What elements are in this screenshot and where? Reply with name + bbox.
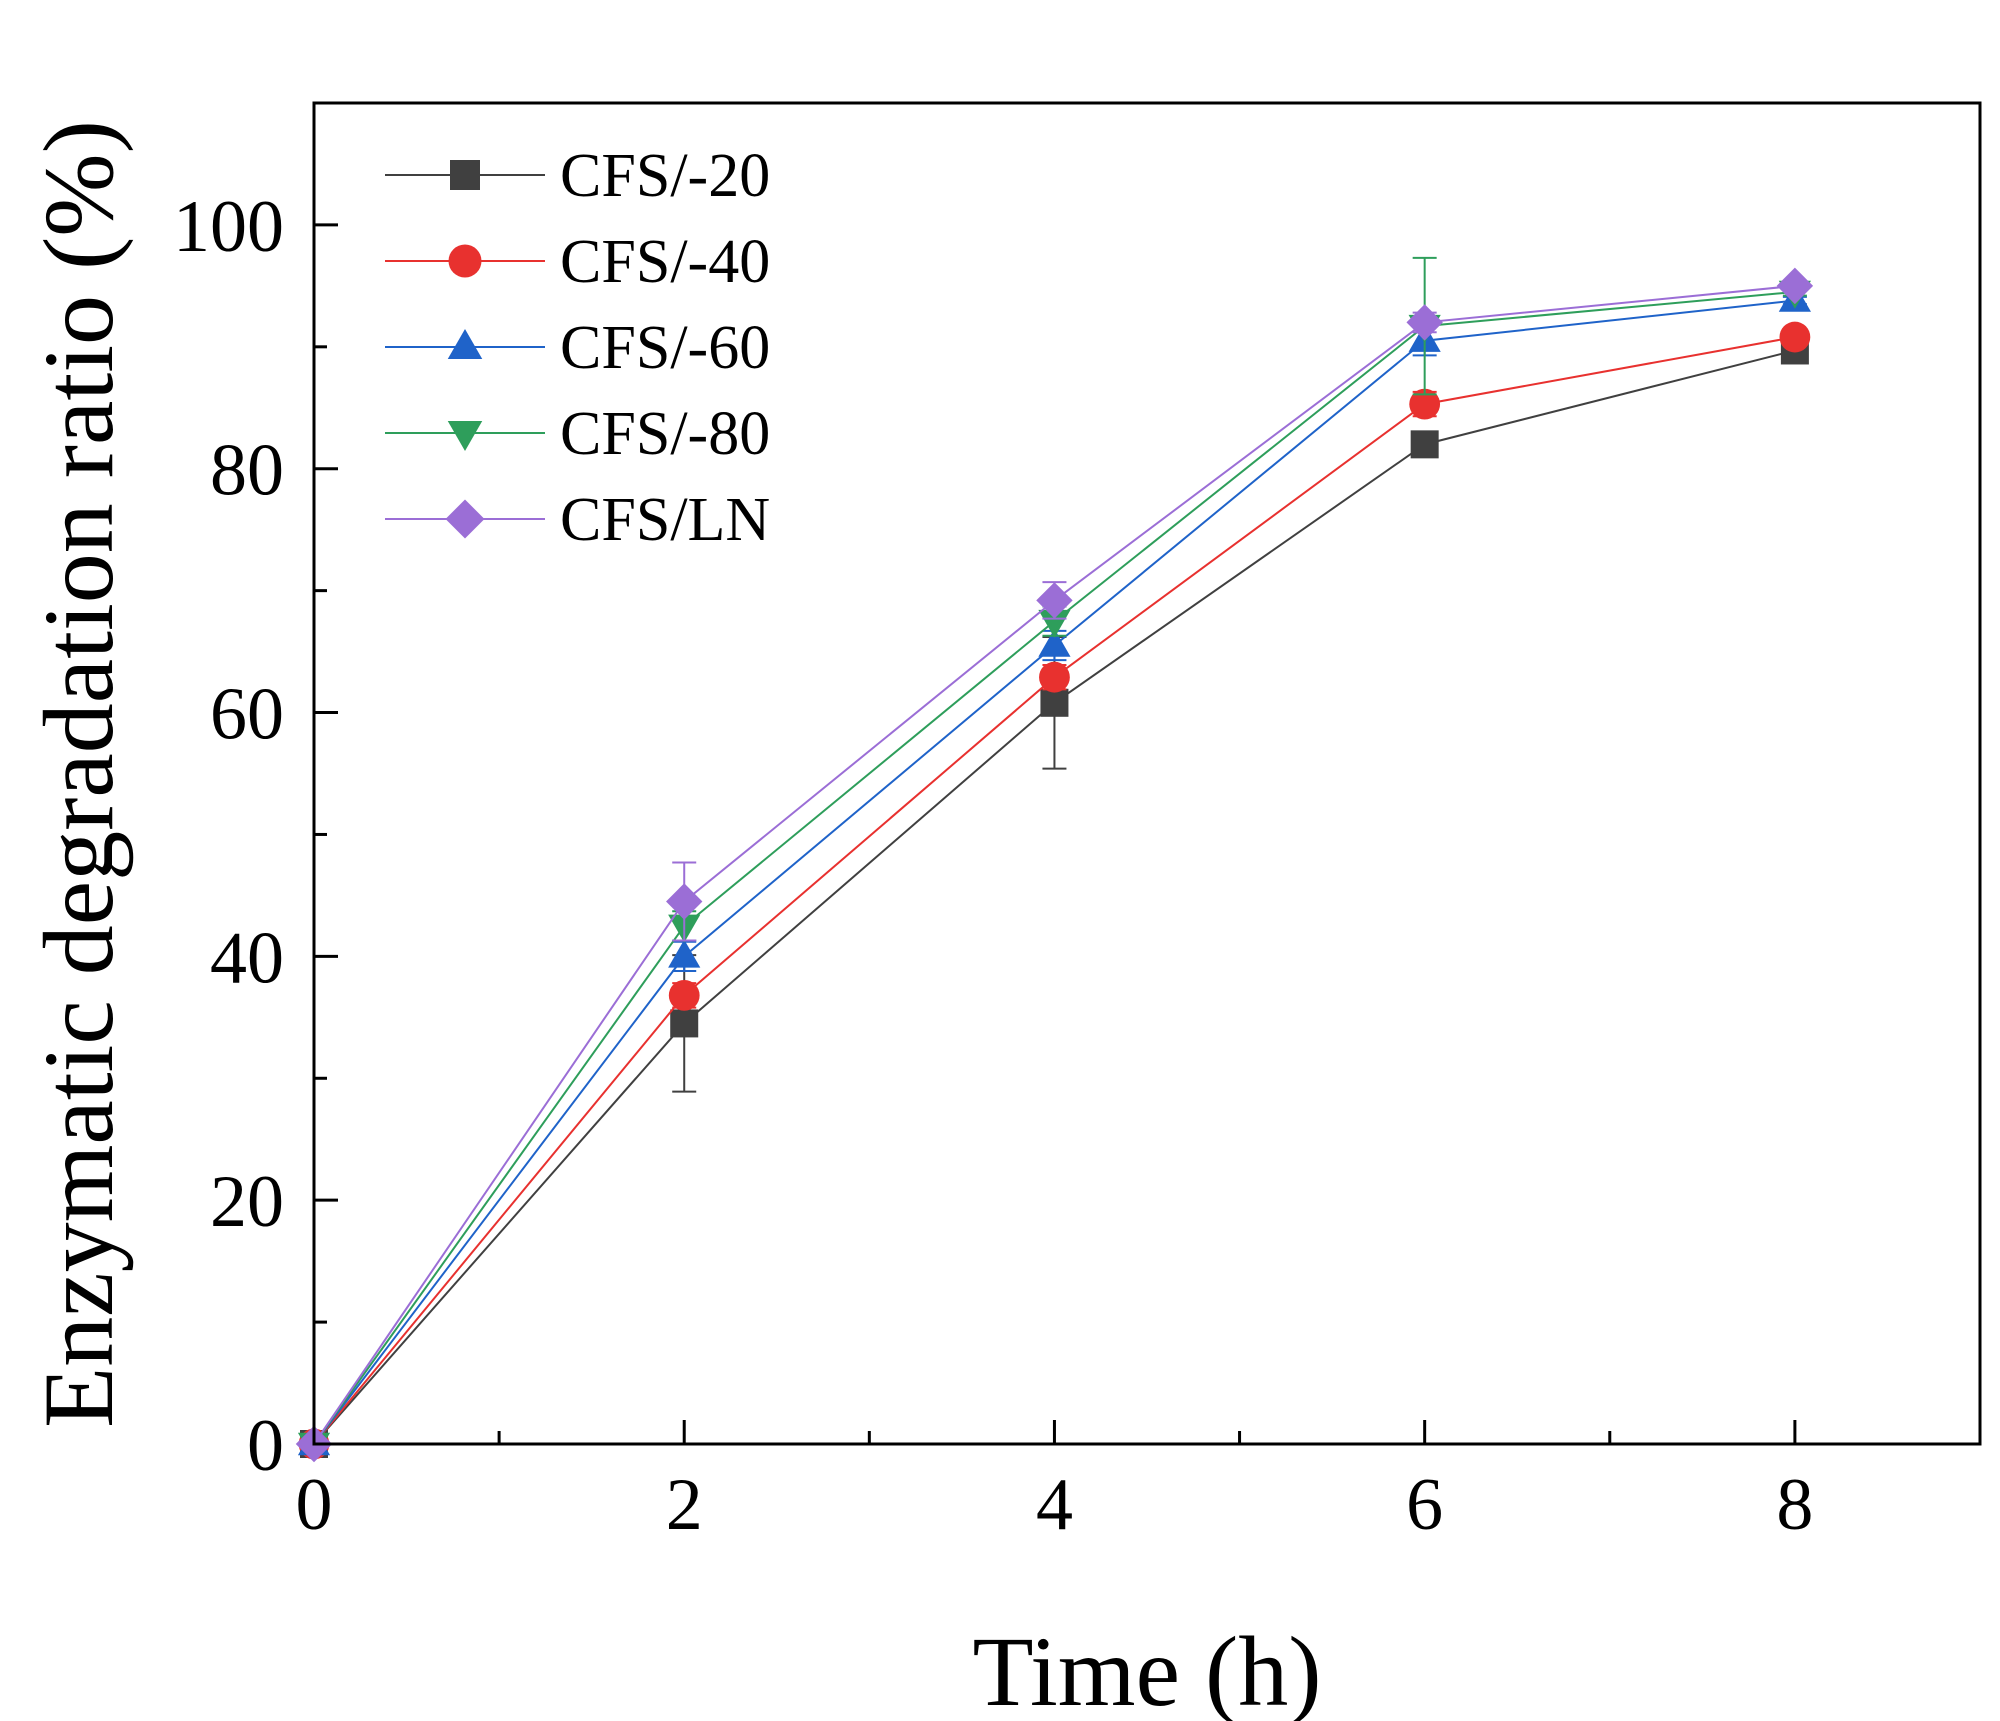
- series-line: [313, 299, 1795, 1445]
- y-tick-label: 40: [210, 917, 284, 999]
- data-point: [1039, 661, 1070, 693]
- x-tick-label: 6: [1406, 1464, 1443, 1546]
- data-point: [1406, 304, 1443, 341]
- legend-marker: [448, 244, 482, 278]
- y-tick-label: 60: [210, 674, 284, 756]
- series-line: [313, 349, 1796, 1445]
- y-tick-label: 100: [173, 186, 284, 268]
- legend-label: CFS/-20: [560, 142, 770, 210]
- legend-item: CFS/LN: [385, 486, 770, 554]
- series-cfs-60: [297, 283, 1811, 1456]
- x-tick-label: 2: [666, 1464, 703, 1546]
- data-point: [1776, 267, 1814, 305]
- y-tick-label: 80: [210, 430, 284, 512]
- data-point: [668, 979, 700, 1011]
- y-tick-label: 0: [247, 1405, 284, 1487]
- series-cfs-20: [300, 336, 1809, 1458]
- legend-item: CFS/-40: [385, 228, 770, 296]
- x-tick-label: 4: [1036, 1464, 1073, 1546]
- legend-label: CFS/-80: [560, 400, 770, 468]
- legend-label: CFS/LN: [560, 486, 770, 554]
- series-line: [313, 284, 1795, 1445]
- series-line: [313, 336, 1796, 1445]
- series-line: [313, 290, 1795, 1445]
- data-point: [1038, 609, 1071, 638]
- y-axis-title: Enzymatic degradation ratio (%): [23, 120, 134, 1428]
- y-tick-label: 20: [210, 1161, 284, 1243]
- data-point: [1409, 388, 1441, 420]
- x-tick-label: 8: [1776, 1464, 1813, 1546]
- x-axis-title: Time (h): [972, 1616, 1321, 1721]
- legend-marker: [447, 329, 483, 359]
- series-cfs-ln: [295, 267, 1814, 1463]
- data-point: [666, 883, 703, 920]
- data-point: [1036, 582, 1073, 619]
- legend-item: CFS/-60: [385, 314, 770, 382]
- data-point: [670, 1009, 699, 1038]
- series-cfs-80: [297, 256, 1811, 1461]
- legend-marker: [445, 499, 485, 539]
- data-point: [1038, 628, 1071, 657]
- legend-item: CFS/-20: [385, 142, 770, 210]
- data-point: [1410, 430, 1439, 459]
- plot-series: [295, 256, 1814, 1463]
- legend-item: CFS/-80: [385, 400, 770, 468]
- legend-label: CFS/-60: [560, 314, 770, 382]
- data-point: [1040, 688, 1069, 717]
- x-tick-label: 0: [296, 1464, 333, 1546]
- data-point: [668, 939, 701, 968]
- series-cfs-40: [298, 321, 1811, 1460]
- plot-frame: [312, 101, 1982, 1446]
- axes-ticks: [312, 223, 1797, 1446]
- legend: CFS/-20 CFS/-40 CFS/-60 CFS/-80 CFS/LN: [385, 142, 770, 554]
- legend-marker: [447, 421, 483, 451]
- legend-marker: [450, 160, 480, 190]
- legend-label: CFS/-40: [560, 228, 770, 296]
- data-point: [1779, 321, 1811, 353]
